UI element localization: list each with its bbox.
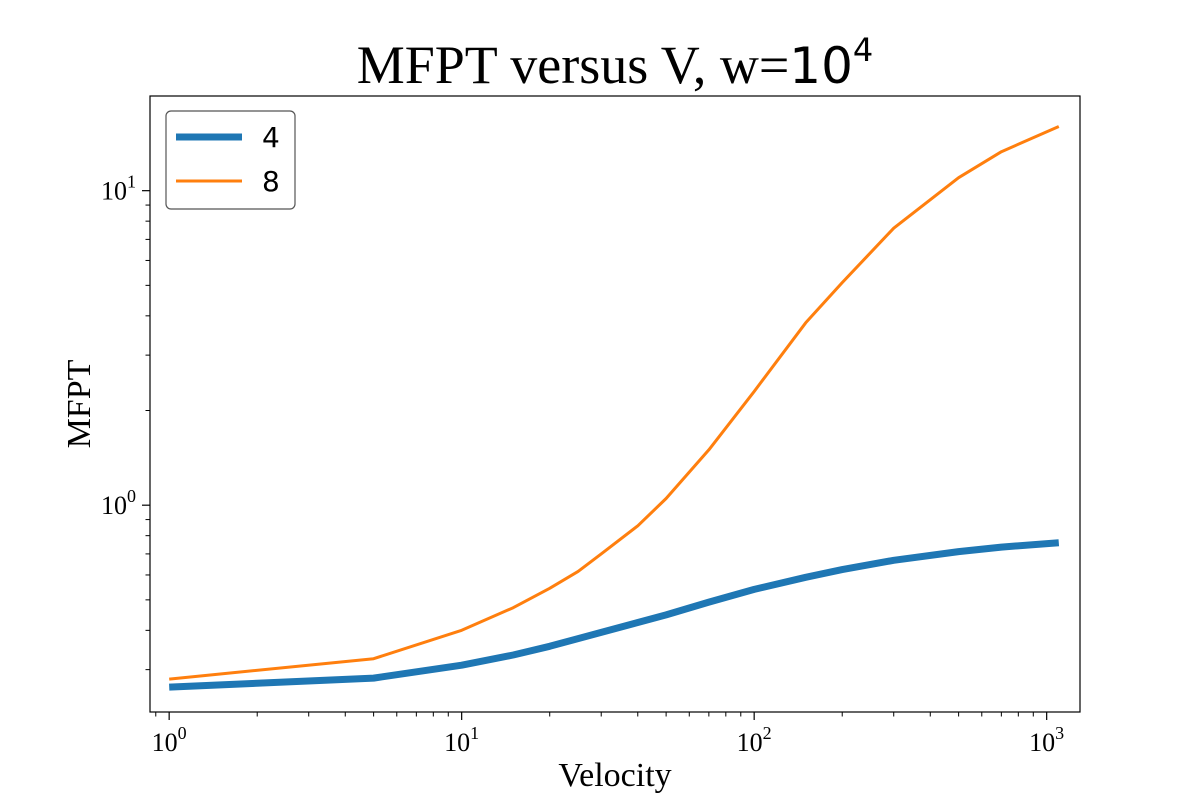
x-tick-label: 102	[737, 723, 772, 757]
x-tick-label: 101	[444, 723, 479, 757]
chart-title: MFPT versus V, w=104	[357, 31, 874, 95]
x-tick-label: 103	[1029, 723, 1064, 757]
ticks-layer: 100 101 102 103 100 101	[101, 172, 1064, 757]
x-axis-label: Velocity	[558, 757, 671, 794]
series-layer	[169, 125, 1060, 691]
legend: 4 8	[165, 110, 296, 210]
series-line-8	[169, 125, 1060, 681]
y-tick-label: 101	[101, 172, 136, 206]
x-tick-label: 100	[152, 723, 187, 757]
legend-label-4: 4	[262, 121, 280, 154]
series-line-4	[169, 539, 1060, 691]
legend-label-8: 8	[262, 165, 280, 198]
y-axis-label: MFPT	[61, 359, 98, 448]
plot-area	[149, 95, 1081, 713]
y-tick-label: 100	[101, 486, 136, 520]
